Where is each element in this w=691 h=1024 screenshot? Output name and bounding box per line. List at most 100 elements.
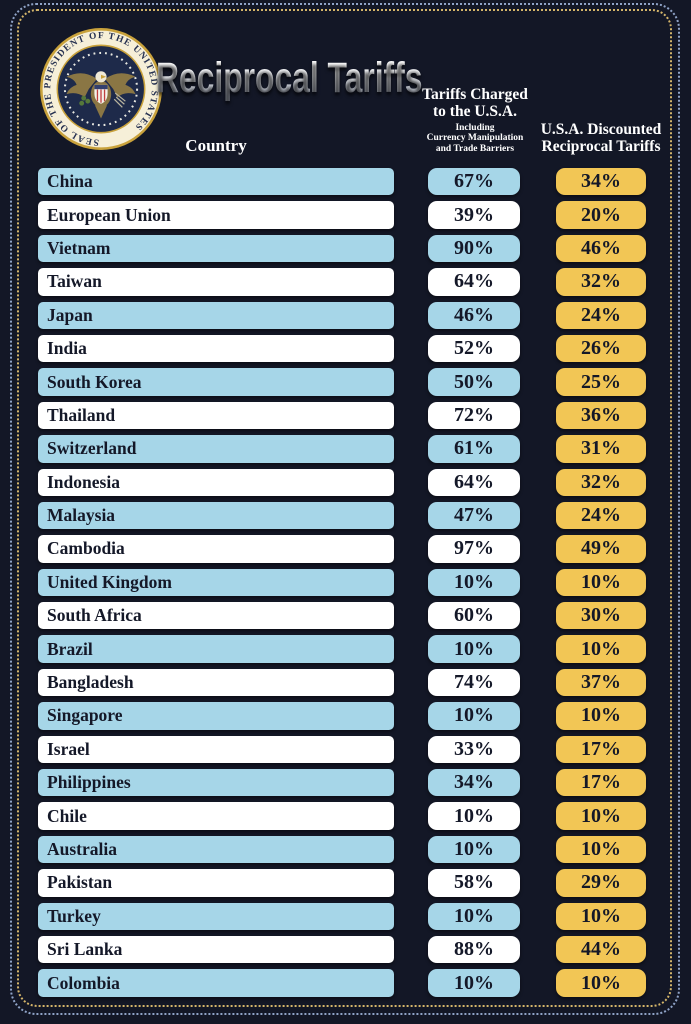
country-cell: United Kingdom (38, 568, 394, 597)
table-row: Brazil 10% 10% (0, 635, 691, 663)
tariff-discounted-cell: 49% (556, 535, 646, 563)
tariff-discounted-cell: 44% (556, 935, 646, 964)
tariff-charged-cell: 50% (428, 368, 520, 396)
charged-header-sub2: Currency Manipulation (426, 133, 524, 144)
charged-header-line2: to the U.S.A. (433, 103, 517, 121)
tariff-discounted-cell: 20% (556, 201, 646, 229)
tariff-discounted-cell: 17% (556, 769, 646, 797)
tariff-discounted-cell: 24% (556, 301, 646, 329)
charged-header-line1: Tariffs Charged (422, 86, 528, 103)
country-cell: Taiwan (38, 268, 394, 296)
tariff-discounted-cell: 34% (556, 168, 646, 196)
eagle-icon (66, 71, 136, 119)
tariff-discounted-cell: 30% (556, 602, 646, 630)
tariff-discounted-cell: 26% (556, 334, 646, 363)
table-row: India 52% 26% (0, 334, 691, 363)
tariff-discounted-cell: 10% (556, 835, 646, 864)
tariff-discounted-cell: 10% (556, 969, 646, 997)
country-cell: Vietnam (38, 234, 394, 263)
tariff-charged-cell: 46% (428, 301, 520, 329)
table-row: Taiwan 64% 32% (0, 268, 691, 296)
table-row: Australia 10% 10% (0, 835, 691, 864)
tariff-charged-cell: 10% (428, 802, 520, 830)
country-cell: European Union (38, 201, 394, 229)
table-row: Chile 10% 10% (0, 802, 691, 830)
table-row: Turkey 10% 10% (0, 902, 691, 930)
tariff-charged-cell: 33% (428, 735, 520, 764)
tariff-charged-cell: 10% (428, 835, 520, 864)
tariff-charged-cell: 10% (428, 568, 520, 597)
charged-header-sub3: and Trade Barriers (435, 143, 515, 154)
tariff-discounted-cell: 37% (556, 668, 646, 697)
column-header-discounted: U.S.A. Discounted Reciprocal Tariffs (511, 121, 691, 156)
table-row: China 67% 34% (0, 168, 691, 196)
discounted-header-line2: Reciprocal Tariffs (541, 138, 661, 156)
country-cell: Malaysia (38, 501, 394, 530)
tariff-discounted-cell: 31% (556, 435, 646, 463)
tariff-charged-cell: 47% (428, 501, 520, 530)
presidential-seal-icon: SEAL OF THE PRESIDENT OF THE UNITED STAT… (40, 28, 162, 150)
country-cell: Singapore (38, 702, 394, 730)
tariff-charged-cell: 34% (428, 769, 520, 797)
tariff-discounted-cell: 32% (556, 468, 646, 496)
tariff-charged-cell: 39% (428, 201, 520, 229)
column-header-tariffs-charged: Tariffs Charged to the U.S.A. Including … (385, 86, 565, 154)
country-cell: Bangladesh (38, 668, 394, 697)
table-row: South Africa 60% 30% (0, 602, 691, 630)
tariff-charged-cell: 10% (428, 902, 520, 930)
country-cell: Colombia (38, 969, 394, 997)
country-cell: South Africa (38, 602, 394, 630)
tariff-discounted-cell: 46% (556, 234, 646, 263)
table-row: United Kingdom 10% 10% (0, 568, 691, 597)
tariff-charged-cell: 60% (428, 602, 520, 630)
country-cell: India (38, 334, 394, 363)
tariff-discounted-cell: 32% (556, 268, 646, 296)
tariff-discounted-cell: 25% (556, 368, 646, 396)
charged-header-sub1: Including (455, 122, 495, 133)
tariff-discounted-cell: 29% (556, 869, 646, 897)
tariff-charged-cell: 10% (428, 969, 520, 997)
country-cell: Cambodia (38, 535, 394, 563)
table-row: Pakistan 58% 29% (0, 869, 691, 897)
column-header-country: Country (185, 136, 247, 155)
table-row: Israel 33% 17% (0, 735, 691, 764)
country-cell: Australia (38, 835, 394, 864)
table-row: Switzerland 61% 31% (0, 435, 691, 463)
table-row: Thailand 72% 36% (0, 401, 691, 430)
tariff-charged-cell: 90% (428, 234, 520, 263)
table-row: European Union 39% 20% (0, 201, 691, 229)
tariff-discounted-cell: 10% (556, 902, 646, 930)
table-row: South Korea 50% 25% (0, 368, 691, 396)
tariff-discounted-cell: 10% (556, 635, 646, 663)
country-cell: Japan (38, 301, 394, 329)
tariff-charged-cell: 10% (428, 702, 520, 730)
table-row: Sri Lanka 88% 44% (0, 935, 691, 964)
tariff-charged-cell: 67% (428, 168, 520, 196)
country-cell: Indonesia (38, 468, 394, 496)
tariff-charged-cell: 72% (428, 401, 520, 430)
tariff-charged-cell: 97% (428, 535, 520, 563)
tariff-charged-cell: 52% (428, 334, 520, 363)
country-cell: Philippines (38, 769, 394, 797)
tariff-charged-cell: 88% (428, 935, 520, 964)
country-cell: Switzerland (38, 435, 394, 463)
tariff-charged-cell: 74% (428, 668, 520, 697)
table-row: Japan 46% 24% (0, 301, 691, 329)
tariff-discounted-cell: 24% (556, 501, 646, 530)
tariff-discounted-cell: 10% (556, 702, 646, 730)
tariff-table-rows: China 67% 34% European Union 39% 20% Vie… (0, 168, 691, 997)
tariff-discounted-cell: 17% (556, 735, 646, 764)
tariff-charged-cell: 10% (428, 635, 520, 663)
country-cell: Turkey (38, 902, 394, 930)
table-row: Colombia 10% 10% (0, 969, 691, 997)
country-cell: Pakistan (38, 869, 394, 897)
country-cell: China (38, 168, 394, 196)
country-cell: South Korea (38, 368, 394, 396)
country-cell: Sri Lanka (38, 935, 394, 964)
table-row: Vietnam 90% 46% (0, 234, 691, 263)
tariff-discounted-cell: 10% (556, 568, 646, 597)
table-row: Philippines 34% 17% (0, 769, 691, 797)
discounted-header-line1: U.S.A. Discounted (540, 121, 662, 138)
page-title: Reciprocal Tariffs (156, 54, 423, 102)
